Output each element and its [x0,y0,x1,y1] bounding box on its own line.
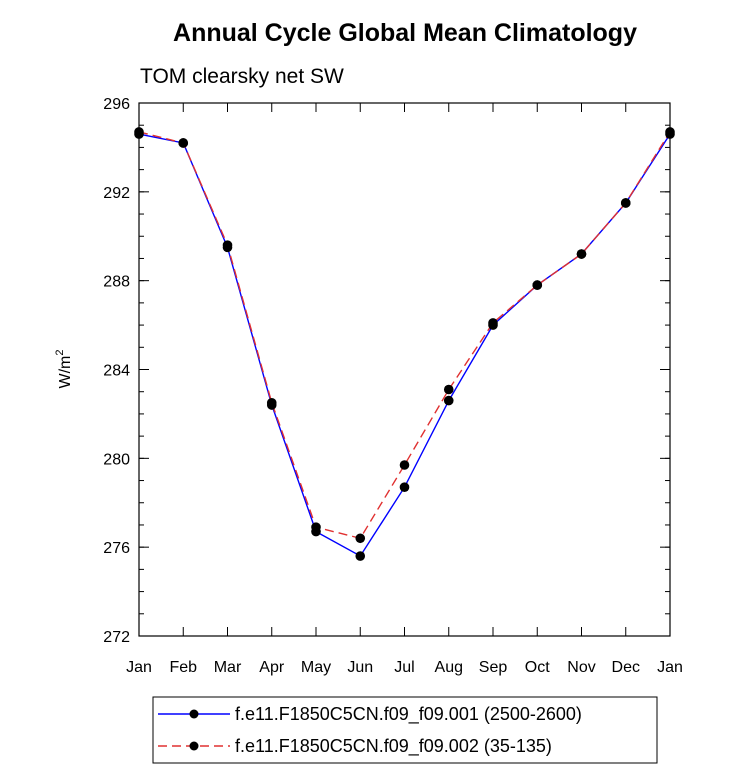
y-axis-title: W/m2 [54,350,74,389]
y-tick-label: 280 [103,451,130,468]
series-2-point [576,249,587,259]
series-line-1 [138,133,671,557]
x-tick-label: Mar [214,659,242,676]
y-tick-label: 284 [103,363,130,380]
y-tick-label: 288 [103,274,130,291]
legend: f.e11.F1850C5CN.f09_f09.001 (2500-2600) … [152,696,658,764]
chart-title: Annual Cycle Global Mean Climatology [173,19,637,47]
y-tick-label: 272 [103,629,130,646]
legend-label-series-1: f.e11.F1850C5CN.f09_f09.001 (2500-2600) [235,704,582,725]
x-tick-label: May [301,659,331,676]
x-tick-label: Oct [525,659,550,676]
y-tick-label: 292 [103,185,130,202]
x-tick-label: Apr [259,659,285,676]
series-2-point [355,533,366,544]
x-tick-label: Jul [394,659,414,676]
chart-subtitle: TOM clearsky net SW [140,65,344,88]
plot-marks [134,127,675,561]
series-1-point [355,551,366,561]
series-2-point [266,398,277,408]
legend-marker-series-2 [189,741,199,751]
series-2-point [443,384,454,395]
plot-axes: Jan Feb Mar Apr May Jun Jul Aug Sep Oct Nov Dec Jan 2… [103,96,683,676]
series-1-point [443,395,454,406]
x-tick-label: Jun [347,659,373,676]
series-2-point [134,127,144,137]
series-2-point [178,138,189,148]
legend-box [152,696,658,764]
series-line-2 [138,131,671,540]
x-tick-label: Jan [657,659,683,676]
y-tick-label: 276 [103,540,130,557]
series-1-point [399,482,410,493]
series-2-point [488,318,498,328]
series-2-point [665,127,675,137]
x-tick-label: Nov [567,659,595,676]
series-2-point [620,198,631,208]
series-2-point [532,280,543,290]
x-tick-label: Dec [612,659,640,676]
y-axis-title-base: W/m [57,356,74,389]
series-2-point [311,522,321,532]
x-tick-label: Feb [169,659,197,676]
series-2-point [222,240,233,250]
plot-frame [138,102,671,637]
y-axis-title-superscript: 2 [54,350,66,356]
legend-marker-series-1 [189,709,199,719]
x-tick-label: Jan [126,659,152,676]
series-2-point [399,460,410,470]
x-tick-label: Sep [479,659,508,676]
y-tick-label: 296 [103,96,130,113]
x-tick-label: Aug [435,659,463,676]
legend-label-series-2: f.e11.F1850C5CN.f09_f09.002 (35-135) [235,736,552,757]
